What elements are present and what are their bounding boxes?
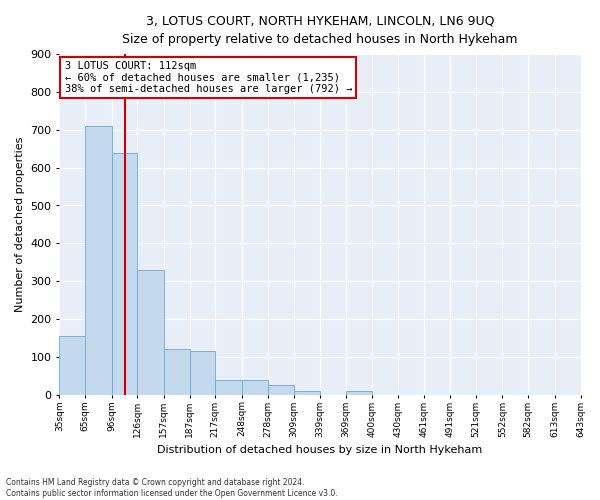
Title: 3, LOTUS COURT, NORTH HYKEHAM, LINCOLN, LN6 9UQ
Size of property relative to det: 3, LOTUS COURT, NORTH HYKEHAM, LINCOLN, … [122,15,518,46]
Text: Contains HM Land Registry data © Crown copyright and database right 2024.
Contai: Contains HM Land Registry data © Crown c… [6,478,338,498]
Bar [85,126,112,394]
Bar [294,391,320,394]
Bar [59,336,85,394]
Bar [268,386,294,394]
Text: 3 LOTUS COURT: 112sqm
← 60% of detached houses are smaller (1,235)
38% of semi-d: 3 LOTUS COURT: 112sqm ← 60% of detached … [65,61,352,94]
Bar [112,152,137,394]
X-axis label: Distribution of detached houses by size in North Hykeham: Distribution of detached houses by size … [157,445,482,455]
Bar [242,380,268,394]
Bar [190,351,215,395]
Bar [346,391,372,394]
Bar [137,270,164,394]
Bar [215,380,242,394]
Y-axis label: Number of detached properties: Number of detached properties [15,136,25,312]
Bar [164,350,190,395]
